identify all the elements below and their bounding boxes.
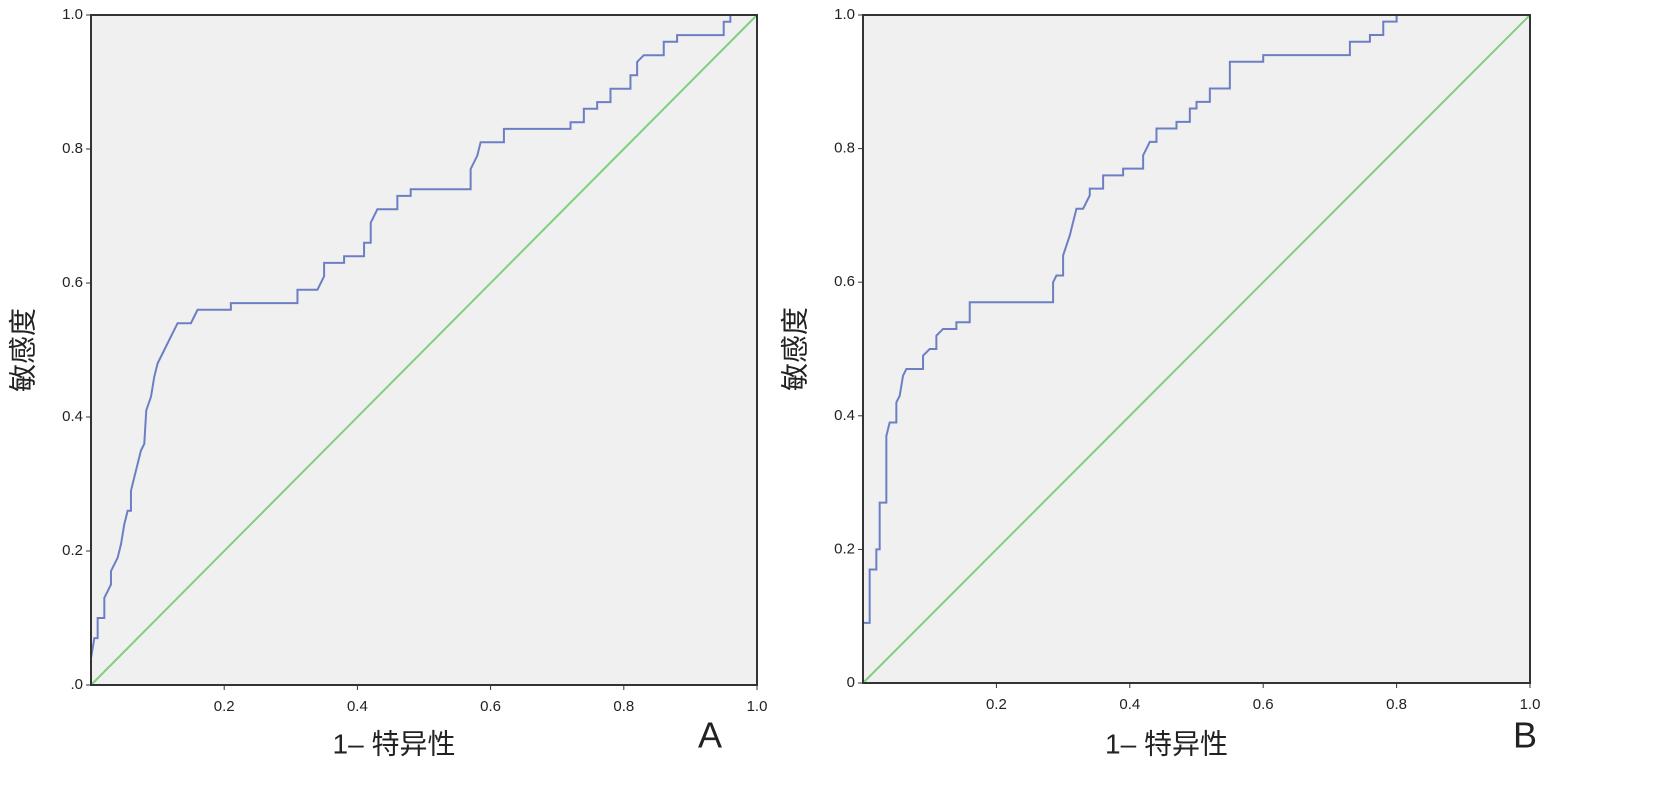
y-tick-label: 0.6 xyxy=(62,274,83,291)
plot-frame xyxy=(90,14,758,686)
x-tick-label: 1.0 xyxy=(1520,696,1541,713)
x-tick-label: 0.8 xyxy=(613,698,634,715)
x-axis-label: 1– 特异性 xyxy=(1105,728,1228,759)
y-tick-label: 0.4 xyxy=(62,408,83,425)
x-tick-label: 0.4 xyxy=(1119,696,1140,713)
y-tick-label: 0.6 xyxy=(834,273,855,290)
roc-line xyxy=(862,14,1530,683)
y-tick-label: 1.0 xyxy=(62,6,83,23)
x-tick-label: 0.6 xyxy=(1253,696,1274,713)
roc-line xyxy=(90,14,757,685)
y-axis-label: 敏感度 xyxy=(779,307,810,391)
x-tick-label: 0.4 xyxy=(347,698,368,715)
panel-label: B xyxy=(1513,715,1537,756)
x-tick-label: 0.8 xyxy=(1386,696,1407,713)
y-tick-label: 0 xyxy=(847,674,855,691)
x-axis-label: 1– 特异性 xyxy=(333,728,456,759)
y-tick-label: 0.8 xyxy=(62,140,83,157)
y-tick-label: 0.8 xyxy=(834,140,855,157)
roc-line xyxy=(90,14,758,686)
x-tick-label: 0.2 xyxy=(214,698,235,715)
x-tick-label: 1.0 xyxy=(747,698,768,715)
x-tick-label: 0.6 xyxy=(480,698,501,715)
y-tick-label: 0.2 xyxy=(834,540,855,557)
roc-line xyxy=(862,14,1531,684)
y-tick-label: .0 xyxy=(70,676,83,693)
panel-label: A xyxy=(698,715,722,756)
y-axis-label: 敏感度 xyxy=(7,308,38,392)
plot-frame xyxy=(862,14,1531,684)
y-tick-label: 0.4 xyxy=(834,407,855,424)
y-tick-label: 1.0 xyxy=(834,6,855,23)
x-tick-label: 0.2 xyxy=(986,696,1007,713)
y-tick-label: 0.2 xyxy=(62,542,83,559)
